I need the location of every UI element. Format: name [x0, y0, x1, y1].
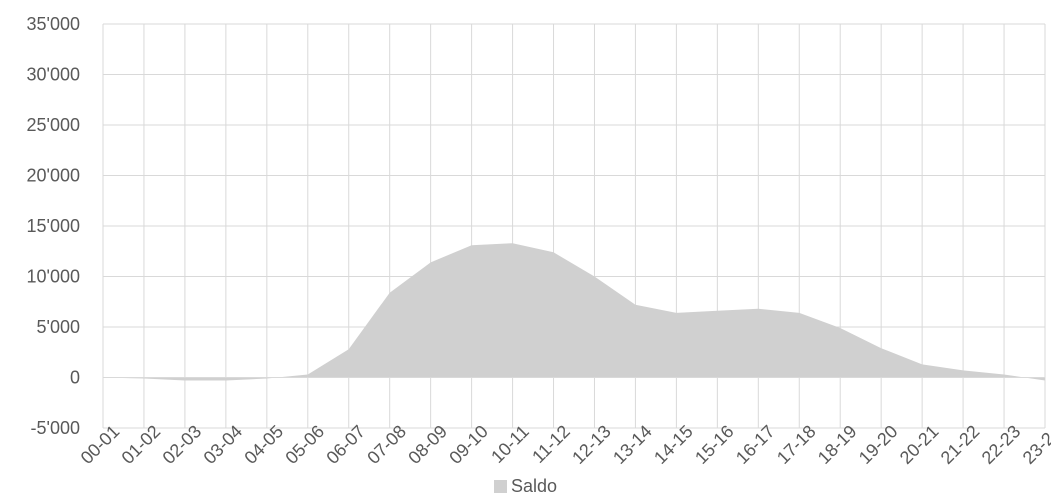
- y-tick-label: 0: [70, 368, 80, 388]
- legend: Saldo: [0, 476, 1051, 497]
- y-tick-label: 20'000: [27, 166, 81, 186]
- legend-swatch: [493, 480, 507, 493]
- y-tick-label: 10'000: [27, 267, 81, 287]
- y-tick-label: 35'000: [27, 14, 81, 34]
- y-tick-label: -5'000: [31, 418, 80, 438]
- y-tick-label: 15'000: [27, 216, 81, 236]
- area-chart: 35'000 30'000 25'000 20'000 15'000 10'000 5'00…: [27, 14, 1051, 468]
- y-tick-label: 25'000: [27, 115, 81, 135]
- y-tick-label: 5'000: [37, 317, 80, 337]
- area-series-saldo: [103, 243, 1045, 381]
- legend-label: Saldo: [510, 476, 558, 496]
- y-tick-label: 30'000: [27, 65, 81, 85]
